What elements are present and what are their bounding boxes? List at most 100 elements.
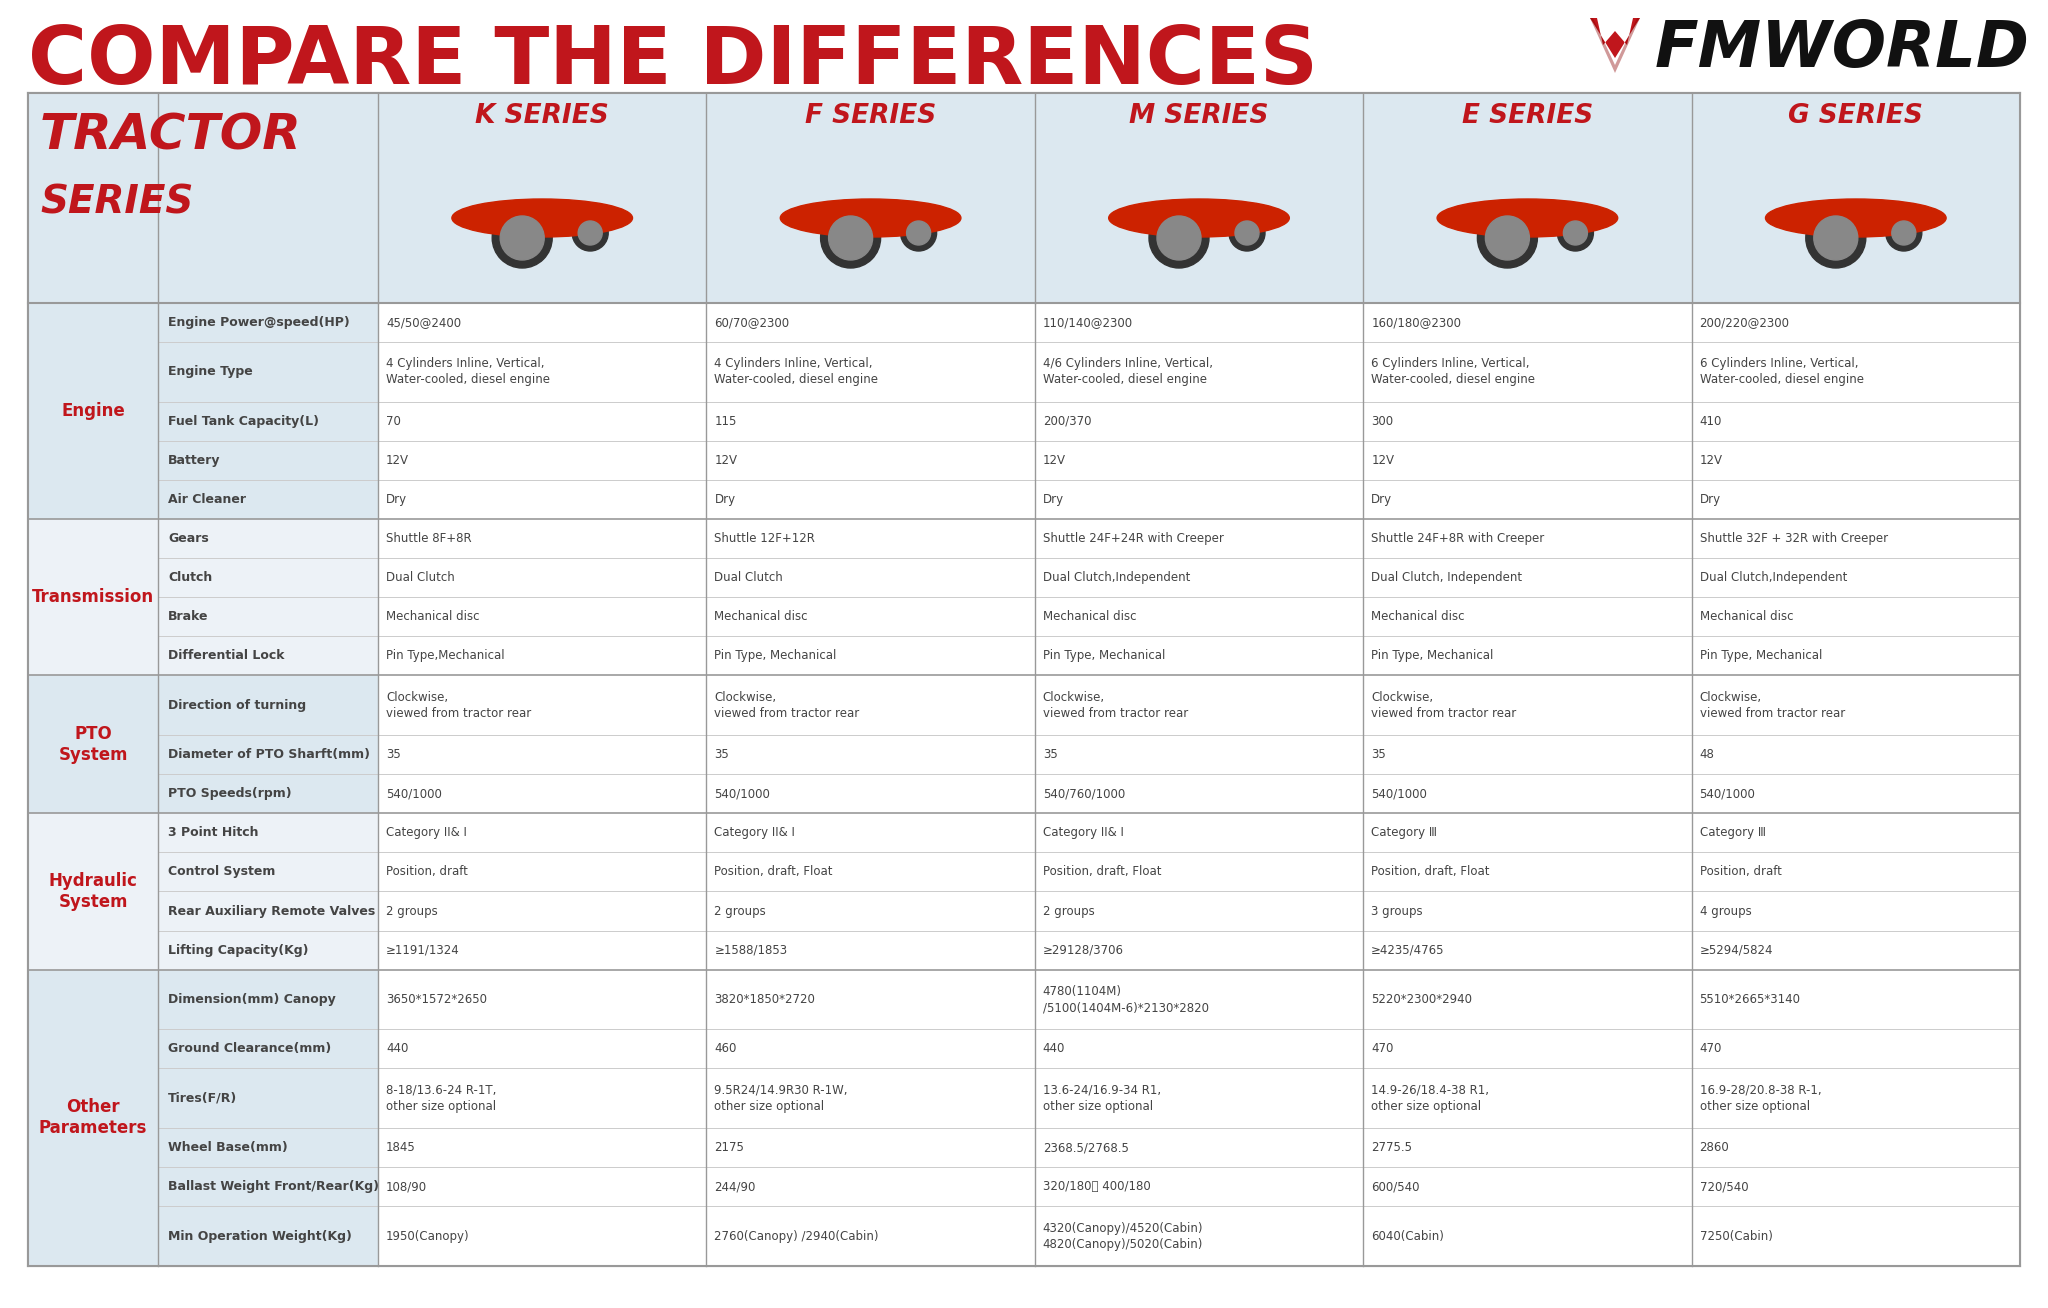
- Text: Dual Clutch,Independent: Dual Clutch,Independent: [1700, 572, 1847, 585]
- FancyBboxPatch shape: [158, 303, 379, 519]
- Text: 35: 35: [385, 748, 401, 761]
- FancyBboxPatch shape: [29, 303, 158, 519]
- Text: 2 groups: 2 groups: [1042, 905, 1094, 917]
- FancyBboxPatch shape: [1692, 675, 2019, 814]
- Text: 160/180@2300: 160/180@2300: [1372, 317, 1460, 330]
- FancyBboxPatch shape: [379, 969, 707, 1266]
- Text: Position, draft, Float: Position, draft, Float: [1372, 866, 1489, 879]
- FancyBboxPatch shape: [1034, 519, 1364, 675]
- Text: 2368.5/2768.5: 2368.5/2768.5: [1042, 1141, 1128, 1154]
- FancyBboxPatch shape: [1034, 814, 1364, 969]
- Text: 6040(Cabin): 6040(Cabin): [1372, 1230, 1444, 1243]
- FancyBboxPatch shape: [1692, 969, 2019, 1266]
- Text: 60/70@2300: 60/70@2300: [715, 317, 791, 330]
- Circle shape: [1563, 221, 1587, 245]
- Ellipse shape: [1765, 199, 1946, 237]
- Text: G SERIES: G SERIES: [1788, 103, 1923, 129]
- Ellipse shape: [1108, 199, 1290, 237]
- FancyBboxPatch shape: [29, 519, 158, 675]
- Text: Mechanical disc: Mechanical disc: [1042, 611, 1137, 624]
- FancyBboxPatch shape: [29, 93, 2019, 1266]
- Text: 2 groups: 2 groups: [385, 905, 438, 917]
- Circle shape: [1806, 208, 1866, 268]
- Text: Category Ⅲ: Category Ⅲ: [1700, 827, 1765, 840]
- Text: 35: 35: [715, 748, 729, 761]
- FancyBboxPatch shape: [707, 675, 1034, 814]
- Text: 2175: 2175: [715, 1141, 743, 1154]
- Ellipse shape: [780, 199, 961, 237]
- Text: E SERIES: E SERIES: [1462, 103, 1593, 129]
- FancyBboxPatch shape: [379, 519, 707, 675]
- Text: 3820*1850*2720: 3820*1850*2720: [715, 993, 815, 1006]
- Text: 4 groups: 4 groups: [1700, 905, 1751, 917]
- Text: 12V: 12V: [385, 454, 410, 467]
- Text: 35: 35: [1372, 748, 1386, 761]
- FancyBboxPatch shape: [1034, 969, 1364, 1266]
- Text: Pin Type, Mechanical: Pin Type, Mechanical: [1700, 649, 1823, 662]
- Text: Battery: Battery: [168, 454, 221, 467]
- Text: 13.6-24/16.9-34 R1,
other size optional: 13.6-24/16.9-34 R1, other size optional: [1042, 1084, 1161, 1113]
- Text: Dual Clutch, Independent: Dual Clutch, Independent: [1372, 572, 1522, 585]
- Text: Dual Clutch,Independent: Dual Clutch,Independent: [1042, 572, 1190, 585]
- Text: 6 Cylinders Inline, Vertical,
Water-cooled, diesel engine: 6 Cylinders Inline, Vertical, Water-cool…: [1372, 357, 1536, 386]
- Text: Ground Clearance(mm): Ground Clearance(mm): [168, 1042, 332, 1056]
- Ellipse shape: [453, 199, 633, 237]
- Text: PTO Speeds(rpm): PTO Speeds(rpm): [168, 787, 291, 800]
- Text: Diameter of PTO Sharft(mm): Diameter of PTO Sharft(mm): [168, 748, 371, 761]
- Text: 8-18/13.6-24 R-1T,
other size optional: 8-18/13.6-24 R-1T, other size optional: [385, 1084, 496, 1113]
- Text: 12V: 12V: [1372, 454, 1395, 467]
- Text: Control System: Control System: [168, 866, 274, 879]
- Text: Engine: Engine: [61, 402, 125, 420]
- Text: 16.9-28/20.8-38 R-1,
other size optional: 16.9-28/20.8-38 R-1, other size optional: [1700, 1084, 1821, 1113]
- Circle shape: [1556, 215, 1593, 251]
- Circle shape: [1886, 215, 1921, 251]
- Circle shape: [907, 221, 930, 245]
- Circle shape: [578, 221, 602, 245]
- Text: Pin Type, Mechanical: Pin Type, Mechanical: [1042, 649, 1165, 662]
- Text: Min Operation Weight(Kg): Min Operation Weight(Kg): [168, 1230, 352, 1243]
- FancyBboxPatch shape: [379, 814, 707, 969]
- Text: 5510*2665*3140: 5510*2665*3140: [1700, 993, 1800, 1006]
- Text: 300: 300: [1372, 415, 1393, 428]
- Text: 244/90: 244/90: [715, 1180, 756, 1193]
- FancyBboxPatch shape: [707, 303, 1034, 519]
- FancyBboxPatch shape: [1692, 814, 2019, 969]
- Text: 5220*2300*2940: 5220*2300*2940: [1372, 993, 1473, 1006]
- Text: ≥1191/1324: ≥1191/1324: [385, 943, 459, 956]
- Text: Shuttle 8F+8R: Shuttle 8F+8R: [385, 532, 471, 545]
- Text: 4/6 Cylinders Inline, Vertical,
Water-cooled, diesel engine: 4/6 Cylinders Inline, Vertical, Water-co…: [1042, 357, 1212, 386]
- Text: Position, draft: Position, draft: [1700, 866, 1782, 879]
- Text: 4 Cylinders Inline, Vertical,
Water-cooled, diesel engine: 4 Cylinders Inline, Vertical, Water-cool…: [715, 357, 879, 386]
- Text: M SERIES: M SERIES: [1128, 103, 1270, 129]
- Text: 1950(Canopy): 1950(Canopy): [385, 1230, 469, 1243]
- FancyBboxPatch shape: [1034, 93, 1364, 303]
- FancyBboxPatch shape: [1034, 303, 1364, 519]
- Circle shape: [821, 208, 881, 268]
- FancyBboxPatch shape: [379, 675, 707, 814]
- Text: Pin Type, Mechanical: Pin Type, Mechanical: [1372, 649, 1493, 662]
- FancyBboxPatch shape: [379, 303, 707, 519]
- Text: 110/140@2300: 110/140@2300: [1042, 317, 1133, 330]
- Circle shape: [829, 216, 872, 260]
- Text: Dimension(mm) Canopy: Dimension(mm) Canopy: [168, 993, 336, 1006]
- Text: 470: 470: [1700, 1042, 1722, 1056]
- Text: Wheel Base(mm): Wheel Base(mm): [168, 1141, 289, 1154]
- Text: 2760(Canopy) /2940(Cabin): 2760(Canopy) /2940(Cabin): [715, 1230, 879, 1243]
- Text: Dual Clutch: Dual Clutch: [715, 572, 782, 585]
- Text: 2860: 2860: [1700, 1141, 1729, 1154]
- Text: Air Cleaner: Air Cleaner: [168, 493, 246, 506]
- Text: 6 Cylinders Inline, Vertical,
Water-cooled, diesel engine: 6 Cylinders Inline, Vertical, Water-cool…: [1700, 357, 1864, 386]
- Text: 3650*1572*2650: 3650*1572*2650: [385, 993, 487, 1006]
- Text: 540/760/1000: 540/760/1000: [1042, 787, 1124, 800]
- Circle shape: [571, 215, 608, 251]
- Text: PTO
System: PTO System: [57, 725, 127, 764]
- Text: Pin Type,Mechanical: Pin Type,Mechanical: [385, 649, 504, 662]
- Text: 12V: 12V: [1042, 454, 1065, 467]
- Text: Shuttle 24F+24R with Creeper: Shuttle 24F+24R with Creeper: [1042, 532, 1223, 545]
- Text: ≥1588/1853: ≥1588/1853: [715, 943, 788, 956]
- Text: 108/90: 108/90: [385, 1180, 428, 1193]
- Text: 12V: 12V: [1700, 454, 1722, 467]
- Text: Direction of turning: Direction of turning: [168, 698, 305, 712]
- FancyBboxPatch shape: [158, 969, 379, 1266]
- Polygon shape: [1589, 18, 1640, 58]
